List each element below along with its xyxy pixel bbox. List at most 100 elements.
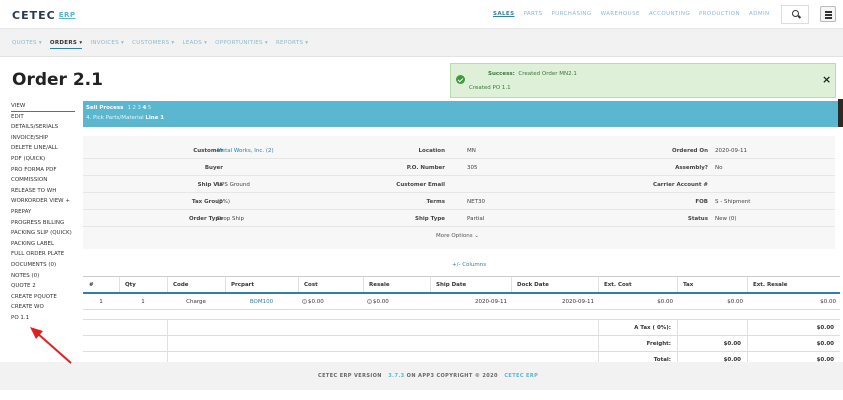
top-nav-admin[interactable]: ADMIN [749, 11, 770, 17]
menu-item-delete-line-all[interactable]: DELETE LINE/ALL [11, 145, 58, 152]
column-divider [167, 320, 168, 335]
menu-item-full-order-plate[interactable]: FULL ORDER PLATE [11, 251, 65, 258]
sub-nav-customers[interactable]: CUSTOMERS ▾ [132, 40, 175, 46]
top-nav-purchasing[interactable]: PURCHASING [551, 11, 592, 17]
menu-item-release-to-wh[interactable]: RELEASE TO WH [11, 187, 57, 194]
column-divider [747, 320, 748, 335]
menu-item-details-serials[interactable]: DETAILS/SERIALS [11, 124, 59, 131]
sell-step-2[interactable]: 2 [132, 105, 138, 111]
details-row: Customer Metal Works, Inc. (2) Location MN O… [83, 142, 835, 159]
sell-step-4[interactable]: 4 [142, 105, 148, 111]
menu-item-documents-0[interactable]: DOCUMENTS (0) [11, 261, 57, 268]
sell-step-3[interactable]: 3 [137, 105, 143, 111]
cell-ext-cost: $0.00 [602, 294, 673, 309]
column-divider [430, 277, 431, 292]
field-label-customer: Customer [193, 148, 223, 154]
cell-text: Charge [186, 298, 206, 305]
top-nav-production[interactable]: PRODUCTION [699, 11, 741, 17]
top-nav-parts[interactable]: PARTS [523, 11, 543, 17]
summary-total: $0.00 [816, 324, 834, 331]
more-options-link[interactable]: More Options ⌄ [436, 233, 479, 239]
top-nav: SALES PARTS PURCHASING WAREHOUSE ACCOUNTING P… [493, 11, 779, 17]
menu-item-workorder-view[interactable]: WORKORDER VIEW + [11, 198, 70, 205]
column-header-dock-date[interactable]: Dock Date [517, 281, 549, 288]
info-icon[interactable]: i [302, 299, 307, 304]
sub-nav-reports[interactable]: REPORTS ▾ [275, 40, 309, 46]
column-divider [167, 352, 168, 367]
menu-item-create-pquote[interactable]: CREATE PQUOTE [11, 293, 57, 300]
column-divider [747, 336, 748, 351]
field-label-ship-via: Ship Via [197, 182, 223, 188]
cell-text: 2020-09-11 [562, 298, 594, 305]
column-header-ext-cost[interactable]: Ext. Cost [604, 281, 632, 288]
close-icon[interactable]: × [822, 73, 832, 86]
field-label-status: Status [687, 216, 708, 222]
details-row: Tax Group (0%) Terms NET30 FOB S - Shipment [83, 193, 835, 210]
top-nav-warehouse[interactable]: WAREHOUSE [600, 11, 640, 17]
footer-version[interactable]: 3.7.3 [388, 373, 405, 379]
column-header-ext-resale[interactable]: Ext. Resale [753, 281, 788, 288]
footer-brand-link[interactable]: CETEC ERP [504, 373, 539, 379]
summary-row: Freight: $0.00 $0.00 [83, 336, 840, 352]
sub-nav-orders[interactable]: ORDERS ▾ [49, 40, 83, 49]
sell-step-1[interactable]: 1 [127, 105, 133, 111]
details-row: Order Type Drop Ship Ship Type Partial Statu… [83, 210, 835, 227]
sell-step-5[interactable]: 5 [147, 105, 153, 111]
column-header-prcpart[interactable]: Prcpart [231, 281, 254, 288]
summary-label: Total: [653, 356, 671, 363]
hamburger-menu-button[interactable] [820, 6, 836, 22]
info-icon[interactable]: i [367, 299, 372, 304]
sell-process-steps: 12345 [127, 105, 152, 111]
column-header-resale[interactable]: Resale [369, 281, 390, 288]
cell-ship-date: 2020-09-11 [434, 294, 507, 309]
cell-prcpart[interactable]: BOM100 [229, 294, 294, 309]
menu-item-prepay[interactable]: PREPAY [11, 208, 32, 215]
sub-nav-opportunities[interactable]: OPPORTUNITIES ▾ [215, 40, 268, 46]
cell-ext-resale: $0.00 [751, 294, 836, 309]
sell-process-title: Sell Process [86, 105, 124, 111]
column-header-[interactable]: # [89, 281, 94, 288]
column-header-cost[interactable]: Cost [304, 281, 318, 288]
menu-item-pro-forma-pdf[interactable]: PRO FORMA PDF [11, 166, 57, 173]
column-divider [511, 277, 512, 292]
menu-item-quote-2[interactable]: QUOTE 2 [11, 283, 36, 290]
details-row: Ship Via UPS Ground Customer Email Carrier … [83, 176, 835, 193]
side-tab[interactable] [838, 99, 843, 127]
sub-nav-invoices[interactable]: INVOICES ▾ [90, 40, 125, 46]
table-row[interactable]: 1 1 Charge BOM100 i $0.00 i $0.00 2020-09-11 2020… [83, 294, 840, 310]
summary-tax: $0.00 [723, 356, 741, 363]
field-value-tax-group: (0%) [217, 199, 231, 205]
top-nav-sales[interactable]: SALES [493, 11, 515, 17]
cell-resale: i $0.00 [367, 294, 426, 309]
menu-item-edit[interactable]: EDIT [11, 113, 24, 120]
search-button[interactable] [781, 5, 809, 24]
menu-item-create-wo[interactable]: CREATE WO [11, 304, 44, 311]
sub-nav: QUOTES ▾ ORDERS ▾ INVOICES ▾ CUSTOMERS ▾ LEA… [0, 29, 843, 57]
menu-item-packing-label[interactable]: PACKING LABEL [11, 240, 55, 247]
cell-text: $0.00 [308, 298, 324, 305]
menu-item-pdf-quick[interactable]: PDF (QUICK) [11, 155, 46, 162]
menu-item-invoice-ship[interactable]: INVOICE/SHIP [11, 134, 49, 141]
sub-nav-quotes[interactable]: QUOTES ▾ [12, 40, 42, 46]
top-bar: CETEC ERP SALES PARTS PURCHASING WAREHOUSE AC… [0, 0, 843, 29]
column-header-code[interactable]: Code [173, 281, 189, 288]
column-divider [677, 277, 678, 292]
success-toast: Success: Created Order MN2.1 Created PO … [450, 63, 836, 98]
menu-item-progress-billing[interactable]: PROGRESS BILLING [11, 219, 65, 226]
brand-logo[interactable]: CETEC ERP [12, 9, 76, 22]
menu-item-view[interactable]: VIEW [11, 101, 75, 112]
column-divider [167, 277, 168, 292]
menu-item-commission[interactable]: COMMISSION [11, 177, 48, 184]
menu-item-notes-0[interactable]: NOTES (0) [11, 272, 40, 279]
column-divider [298, 277, 299, 292]
menu-item-po-1-1[interactable]: PO 1.1 [11, 314, 30, 321]
top-nav-accounting[interactable]: ACCOUNTING [648, 11, 691, 17]
column-header-qty[interactable]: Qty [125, 281, 136, 288]
column-header-ship-date[interactable]: Ship Date [436, 281, 467, 288]
column-header-tax[interactable]: Tax [683, 281, 694, 288]
columns-toggle-link[interactable]: +/- Columns [452, 262, 487, 268]
sub-nav-leads[interactable]: LEADS ▾ [182, 40, 208, 46]
summary-row: A Tax ( 0%): $0.00 [83, 320, 840, 336]
menu-item-packing-slip-quick[interactable]: PACKING SLIP (QUICK) [11, 230, 72, 237]
field-value-customer[interactable]: Metal Works, Inc. (2) [217, 148, 274, 154]
